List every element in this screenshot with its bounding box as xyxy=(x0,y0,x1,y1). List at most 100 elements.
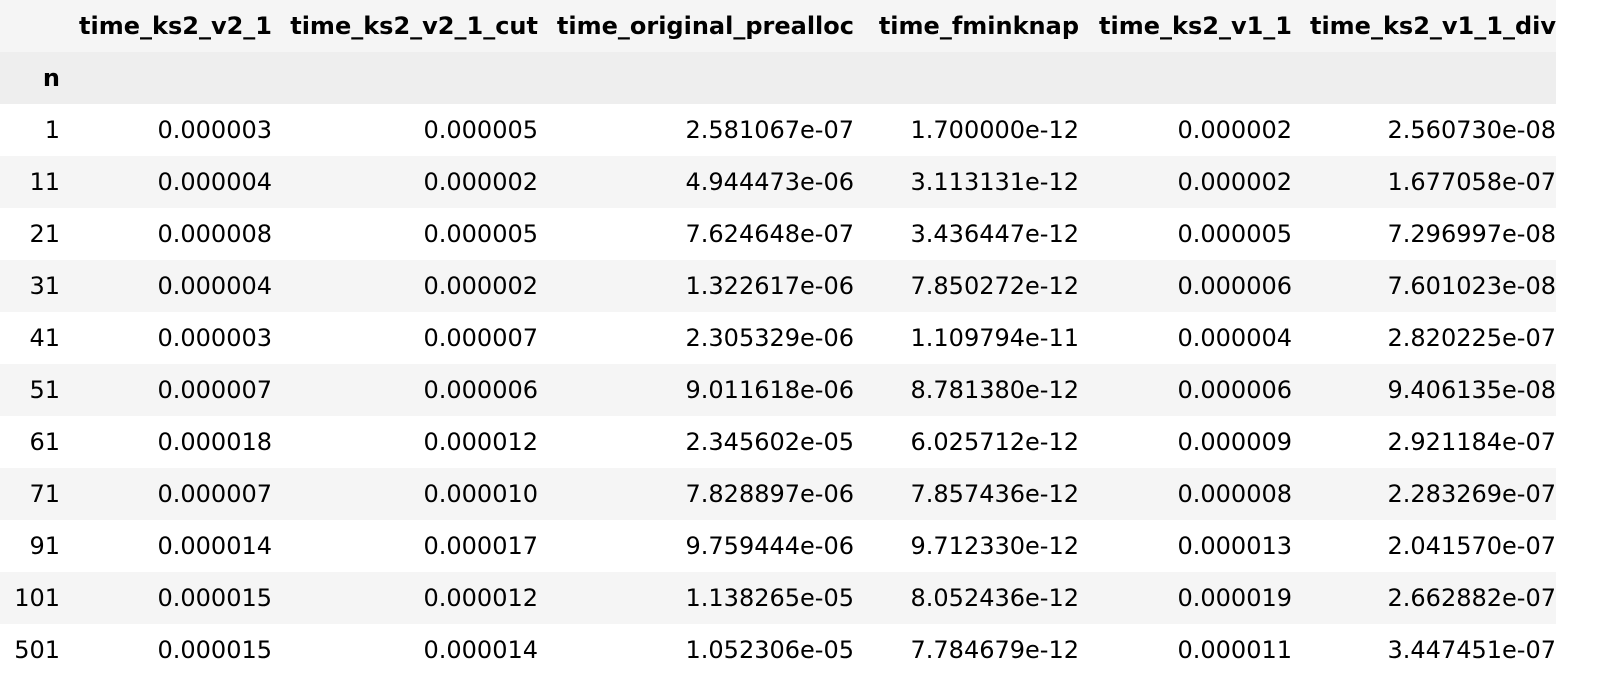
table-cell: 2.041570e-07 xyxy=(1387,532,1556,560)
table-cell: 0.000004 xyxy=(157,168,272,196)
table-cell: 0.000004 xyxy=(1177,324,1292,352)
table-cell: 0.000005 xyxy=(1177,220,1292,248)
table-cell: 0.000019 xyxy=(1177,584,1292,612)
table-cell: 7.296997e-08 xyxy=(1387,220,1556,248)
empty-header-cell xyxy=(1292,52,1556,104)
table-cell: 1.322617e-06 xyxy=(685,272,854,300)
table-cell: 2.662882e-07 xyxy=(1387,584,1556,612)
table-cell: 1.138265e-05 xyxy=(685,584,854,612)
empty-header-cell xyxy=(538,52,854,104)
index-corner-cell xyxy=(0,0,60,52)
column-header: time_original_prealloc xyxy=(556,12,854,40)
table-row: 1 0.000003 0.000005 2.581067e-07 1.700000e-1… xyxy=(0,104,1556,156)
column-header: time_ks2_v1_1 xyxy=(1099,12,1292,40)
table-cell: 9.712330e-12 xyxy=(910,532,1079,560)
table-cell: 8.052436e-12 xyxy=(910,584,1079,612)
table-cell: 0.000003 xyxy=(157,324,272,352)
table-cell: 0.000007 xyxy=(157,376,272,404)
table-cell: 0.000015 xyxy=(157,636,272,664)
row-index-cell: 31 xyxy=(29,272,60,300)
table-cell: 7.857436e-12 xyxy=(910,480,1079,508)
column-header-row: time_ks2_v2_1 time_ks2_v2_1_cut time_ori… xyxy=(0,0,1556,52)
row-index-cell: 11 xyxy=(29,168,60,196)
table-row: 91 0.000014 0.000017 9.759444e-06 9.712330e-… xyxy=(0,520,1556,572)
table-body: 1 0.000003 0.000005 2.581067e-07 1.700000e-1… xyxy=(0,104,1556,676)
table-cell: 7.624648e-07 xyxy=(685,220,854,248)
column-header: time_ks2_v2_1_cut xyxy=(290,12,538,40)
empty-header-cell xyxy=(1079,52,1292,104)
table-cell: 7.850272e-12 xyxy=(910,272,1079,300)
table-cell: 9.011618e-06 xyxy=(685,376,854,404)
table-cell: 4.944473e-06 xyxy=(685,168,854,196)
table-cell: 1.700000e-12 xyxy=(910,116,1079,144)
table-cell: 9.759444e-06 xyxy=(685,532,854,560)
table-cell: 0.000010 xyxy=(423,480,538,508)
table-cell: 3.113131e-12 xyxy=(910,168,1079,196)
table-row: 21 0.000008 0.000005 7.624648e-07 3.436447e-… xyxy=(0,208,1556,260)
table-row: 61 0.000018 0.000012 2.345602e-05 6.025712e-… xyxy=(0,416,1556,468)
table-cell: 0.000012 xyxy=(423,584,538,612)
table-cell: 0.000002 xyxy=(423,168,538,196)
table-cell: 0.000006 xyxy=(1177,272,1292,300)
table-cell: 2.581067e-07 xyxy=(685,116,854,144)
table-cell: 0.000012 xyxy=(423,428,538,456)
table-cell: 0.000006 xyxy=(1177,376,1292,404)
table-row: 41 0.000003 0.000007 2.305329e-06 1.109794e-… xyxy=(0,312,1556,364)
table-cell: 0.000008 xyxy=(1177,480,1292,508)
table-row: 71 0.000007 0.000010 7.828897e-06 7.857436e-… xyxy=(0,468,1556,520)
empty-header-cell xyxy=(854,52,1079,104)
table-cell: 0.000014 xyxy=(423,636,538,664)
row-index-cell: 91 xyxy=(29,532,60,560)
table-cell: 0.000017 xyxy=(423,532,538,560)
table-row: 31 0.000004 0.000002 1.322617e-06 7.850272e-… xyxy=(0,260,1556,312)
table-cell: 0.000015 xyxy=(157,584,272,612)
table-cell: 0.000002 xyxy=(423,272,538,300)
column-header: time_ks2_v1_1_div xyxy=(1309,12,1556,40)
table-cell: 2.283269e-07 xyxy=(1387,480,1556,508)
empty-header-cell xyxy=(60,52,272,104)
table-cell: 0.000005 xyxy=(423,220,538,248)
table-cell: 2.820225e-07 xyxy=(1387,324,1556,352)
table-cell: 0.000013 xyxy=(1177,532,1292,560)
table-cell: 2.560730e-08 xyxy=(1387,116,1556,144)
row-index-cell: 71 xyxy=(29,480,60,508)
table-cell: 0.000007 xyxy=(423,324,538,352)
column-header: time_ks2_v2_1 xyxy=(79,12,272,40)
table-cell: 1.677058e-07 xyxy=(1387,168,1556,196)
table-row: 11 0.000004 0.000002 4.944473e-06 3.113131e-… xyxy=(0,156,1556,208)
row-index-cell: 61 xyxy=(29,428,60,456)
row-index-cell: 1 xyxy=(44,116,60,144)
table-cell: 0.000006 xyxy=(423,376,538,404)
index-name-label: n xyxy=(42,64,60,92)
table-cell: 7.601023e-08 xyxy=(1387,272,1556,300)
table-cell: 3.447451e-07 xyxy=(1387,636,1556,664)
row-index-cell: 41 xyxy=(29,324,60,352)
table-cell: 0.000008 xyxy=(157,220,272,248)
row-index-cell: 21 xyxy=(29,220,60,248)
table-cell: 1.052306e-05 xyxy=(685,636,854,664)
table-cell: 9.406135e-08 xyxy=(1387,376,1556,404)
table-cell: 3.436447e-12 xyxy=(910,220,1079,248)
row-index-cell: 501 xyxy=(14,636,60,664)
table-cell: 2.921184e-07 xyxy=(1387,428,1556,456)
table-cell: 2.345602e-05 xyxy=(685,428,854,456)
table-cell: 0.000009 xyxy=(1177,428,1292,456)
table-cell: 0.000005 xyxy=(423,116,538,144)
table-cell: 0.000011 xyxy=(1177,636,1292,664)
table-row: 501 0.000015 0.000014 1.052306e-05 7.784679e… xyxy=(0,624,1556,676)
table-cell: 0.000003 xyxy=(157,116,272,144)
table-cell: 7.784679e-12 xyxy=(910,636,1079,664)
column-header: time_fminknap xyxy=(878,12,1079,40)
table-cell: 7.828897e-06 xyxy=(685,480,854,508)
table-cell: 2.305329e-06 xyxy=(685,324,854,352)
table-cell: 0.000002 xyxy=(1177,116,1292,144)
index-name-row: n xyxy=(0,52,1556,104)
table-row: 51 0.000007 0.000006 9.011618e-06 8.781380e-… xyxy=(0,364,1556,416)
table-header: time_ks2_v2_1 time_ks2_v2_1_cut time_ori… xyxy=(0,0,1556,104)
table-row: 101 0.000015 0.000012 1.138265e-05 8.052436e… xyxy=(0,572,1556,624)
table-cell: 0.000002 xyxy=(1177,168,1292,196)
dataframe-table: time_ks2_v2_1 time_ks2_v2_1_cut time_ori… xyxy=(0,0,1556,676)
table-cell: 0.000018 xyxy=(157,428,272,456)
row-index-cell: 101 xyxy=(14,584,60,612)
table-cell: 0.000007 xyxy=(157,480,272,508)
